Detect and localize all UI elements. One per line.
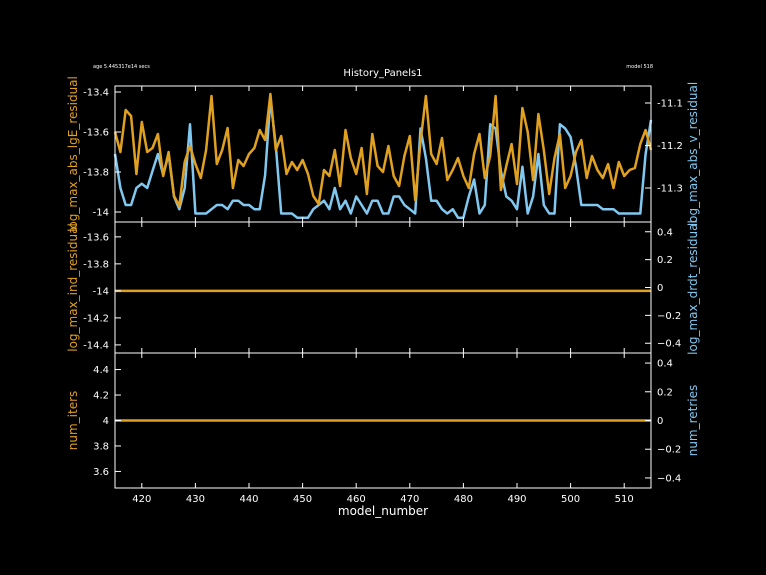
x-axis-label: model_number — [338, 504, 428, 518]
top-left-tick-label: -13.4 — [83, 88, 109, 99]
x-tick-label: 440 — [239, 494, 258, 505]
x-tick-label: 450 — [293, 494, 312, 505]
x-tick-label: 490 — [507, 494, 526, 505]
top-right-tick-label: -11.3 — [657, 184, 683, 195]
top-right-tick-label: -11.1 — [657, 99, 683, 110]
top-left-tick-label: -13.6 — [83, 128, 109, 139]
bottom-left-tick-label: 3.6 — [93, 467, 109, 478]
bottom-left-tick-label: 4 — [103, 416, 109, 427]
middle-right-axis-label: log_max_drdt_residual — [686, 220, 700, 355]
middle-left-tick-label: -14.4 — [83, 340, 109, 351]
middle-left-axis-label: log_max_ind_residual — [66, 223, 80, 352]
bottom-right-tick-label: 0.4 — [657, 359, 673, 370]
bottom-right-tick-label: −0.4 — [657, 473, 681, 484]
x-tick-label: 460 — [347, 494, 366, 505]
middle-right-tick-label: −0.4 — [657, 339, 681, 350]
model-label: model 518 — [626, 64, 653, 70]
chart-title: History_Panels1 — [343, 68, 422, 79]
bottom-right-tick-label: 0 — [657, 416, 663, 427]
middle-left-tick-label: -14 — [93, 286, 109, 297]
panels: -13.4-13.6-13.8-14-11.1-11.2-11.3log_max… — [66, 76, 700, 505]
bottom-left-axis-label: num_iters — [66, 391, 80, 451]
middle-left-tick-label: -13.8 — [83, 259, 109, 270]
middle-panel-frame — [114, 221, 652, 354]
bottom-left-tick-label: 3.8 — [93, 441, 109, 452]
top-right-axis-label: log_max_abs_v_residual — [686, 82, 700, 226]
age-label: age 5.445317e14 secs — [93, 64, 150, 70]
x-tick-label: 500 — [561, 494, 580, 505]
middle-right-tick-label: 0 — [657, 283, 663, 294]
x-tick-label: 480 — [454, 494, 473, 505]
top-left-tick-label: -13.8 — [83, 168, 109, 179]
top-left-tick-label: -14 — [93, 208, 109, 219]
bottom-left-tick-label: 4.2 — [93, 391, 109, 402]
bottom-left-tick-label: 4.4 — [93, 365, 109, 376]
x-tick-label: 420 — [132, 494, 151, 505]
x-tick-label: 510 — [615, 494, 634, 505]
top-right-series-line — [113, 97, 653, 219]
x-tick-label: 430 — [186, 494, 205, 505]
x-tick-label: 470 — [400, 494, 419, 505]
middle-right-tick-label: 0.4 — [657, 227, 673, 238]
middle-left-tick-label: -14.2 — [83, 313, 109, 324]
bottom-right-axis-label: num_retries — [686, 385, 700, 457]
middle-right-tick-label: −0.2 — [657, 311, 681, 322]
top-right-tick-label: -11.2 — [657, 141, 683, 152]
middle-right-tick-label: 0.2 — [657, 255, 673, 266]
middle-left-tick-label: -13.6 — [83, 232, 109, 243]
bottom-right-tick-label: 0.2 — [657, 387, 673, 398]
top-left-axis-label: log_max_abs_lgE_residual — [66, 76, 80, 232]
top-left-series-line — [113, 92, 653, 208]
bottom-right-tick-label: −0.2 — [657, 445, 681, 456]
